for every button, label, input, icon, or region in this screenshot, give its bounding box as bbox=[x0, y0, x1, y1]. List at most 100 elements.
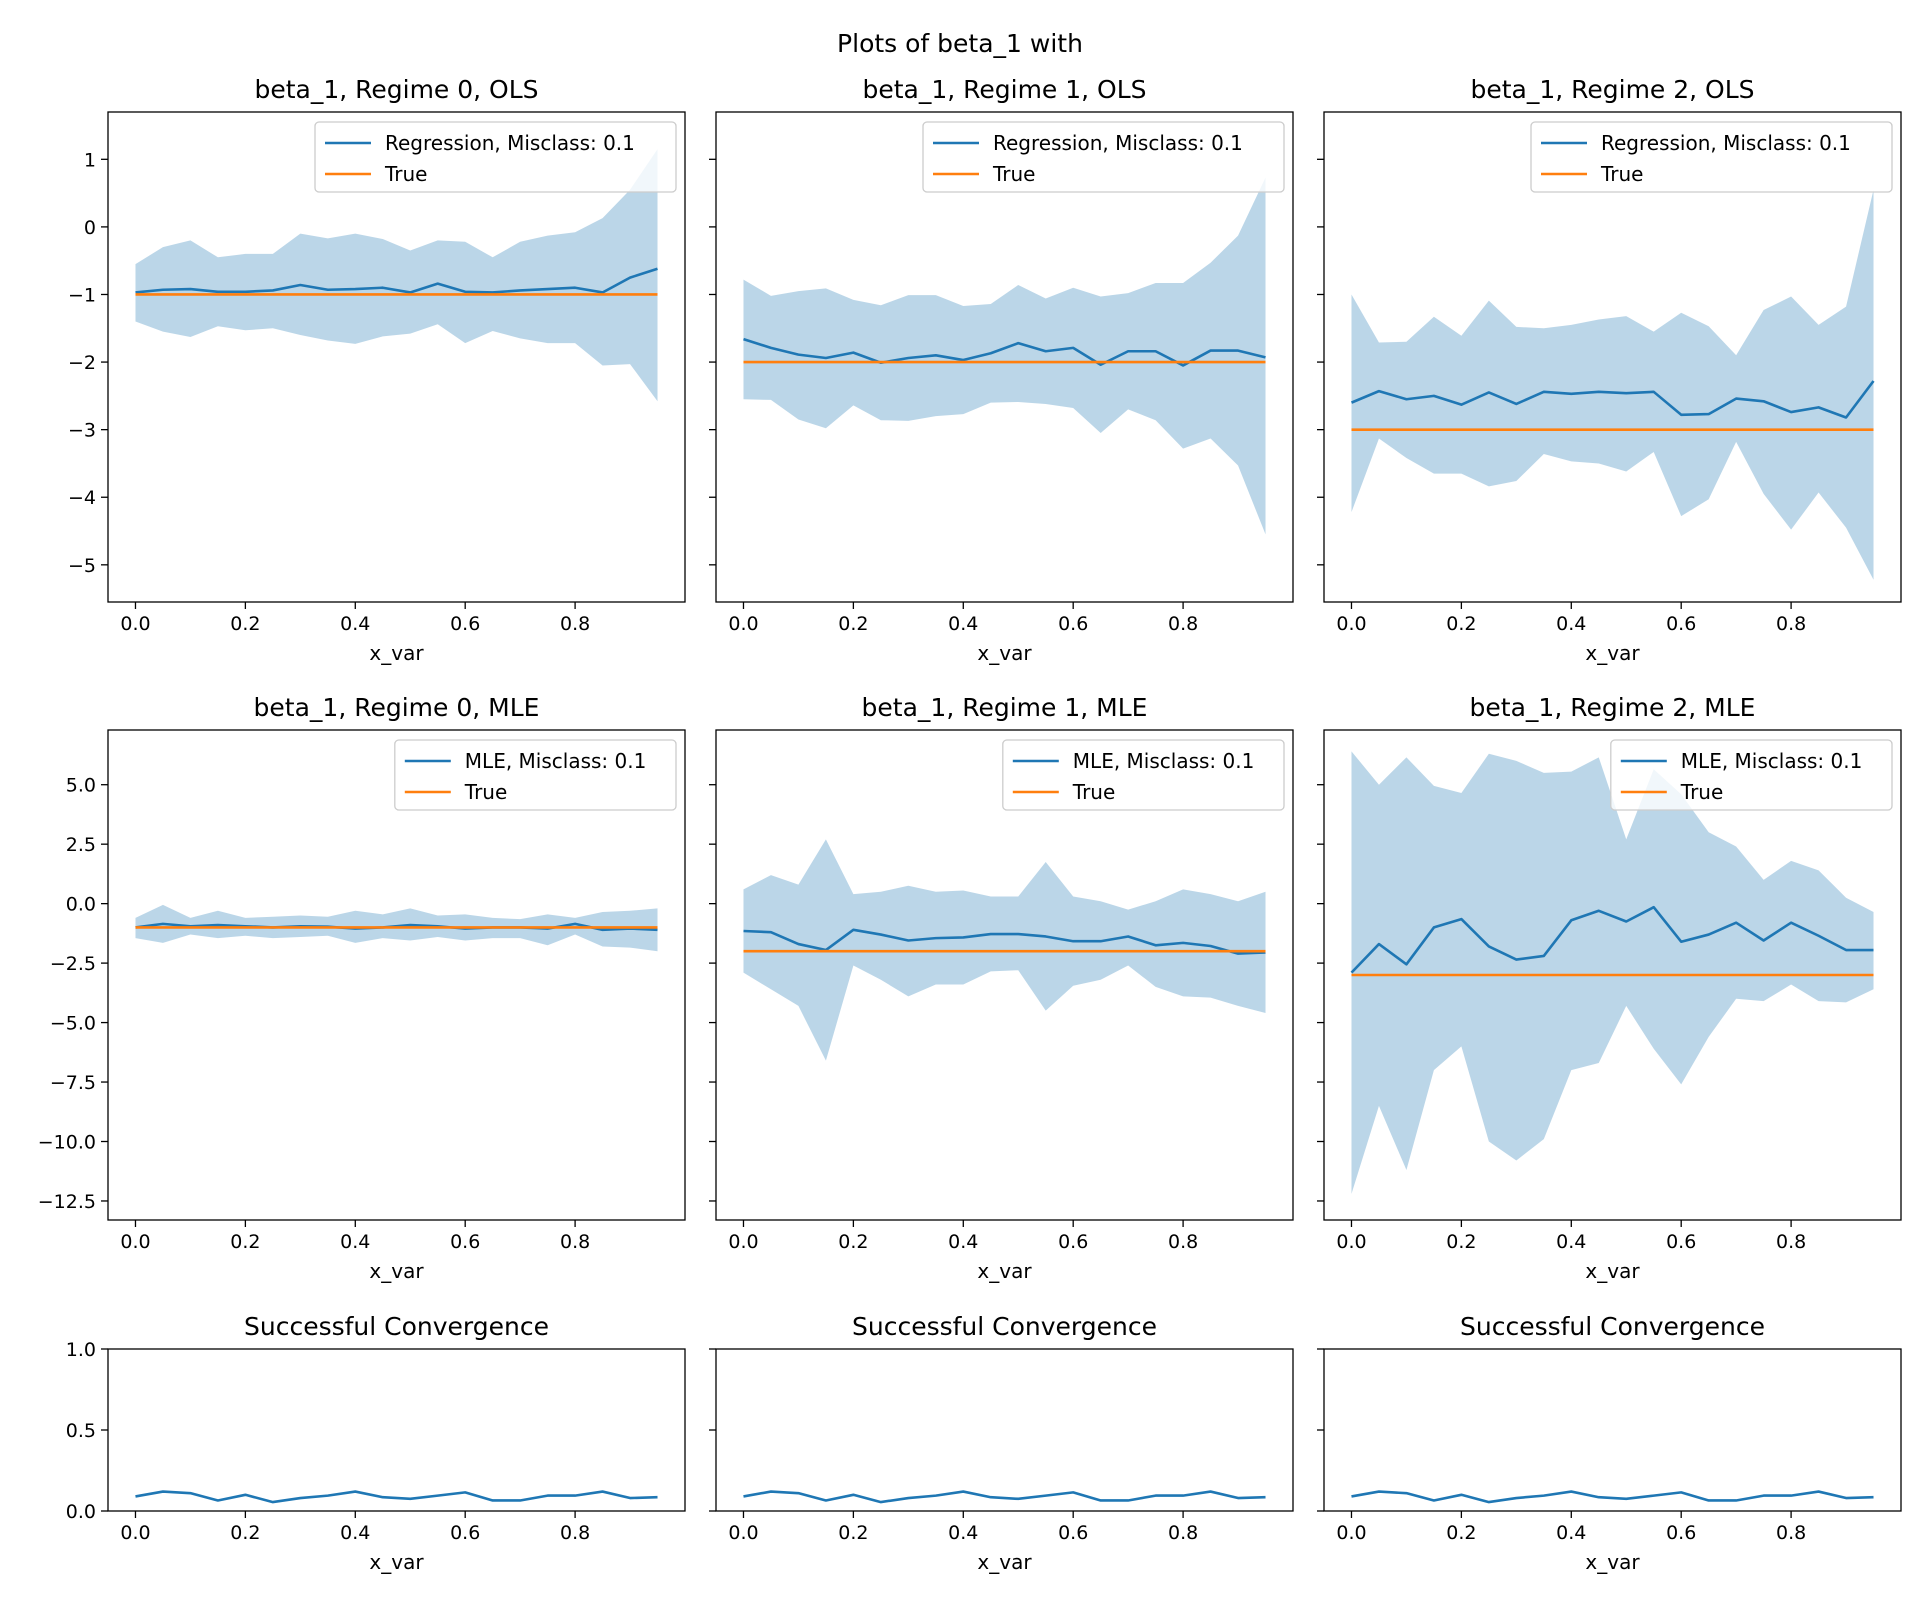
plot-area bbox=[743, 177, 1266, 535]
legend: Regression, Misclass: 0.1 True bbox=[1530, 121, 1893, 193]
legend-label: True bbox=[992, 162, 1035, 186]
estimate-line bbox=[743, 928, 1266, 955]
x-axis-label: x_var bbox=[1585, 641, 1640, 665]
x-tick-label: 0.0 bbox=[1336, 613, 1366, 635]
y-tick-label: 0.5 bbox=[66, 1420, 96, 1442]
x-tick-label: 0.8 bbox=[560, 1231, 590, 1253]
subplot-0-1: beta_1, Regime 1, OLS 0.0 0.2 0.4 0.6 0.8 x_va… bbox=[709, 75, 1294, 665]
x-tick-label: 0.0 bbox=[728, 1522, 758, 1544]
x-tick-label: 0.4 bbox=[1556, 613, 1586, 635]
x-tick-label: 0.2 bbox=[230, 1522, 260, 1544]
plot-area bbox=[135, 149, 658, 402]
x-tick-label: 0.2 bbox=[838, 1231, 868, 1253]
x-tick-label: 0.0 bbox=[1336, 1231, 1366, 1253]
legend-label: Regression, Misclass: 0.1 bbox=[1601, 131, 1851, 155]
legend-box bbox=[394, 739, 677, 811]
x-tick-label: 0.0 bbox=[120, 1231, 150, 1253]
legend-box bbox=[1530, 121, 1893, 193]
y-tick-label: −2.5 bbox=[50, 953, 96, 975]
plot-area bbox=[1350, 751, 1874, 1194]
legend-box bbox=[922, 121, 1285, 193]
x-tick-label: 0.6 bbox=[450, 1522, 480, 1544]
x-tick-label: 0.0 bbox=[728, 613, 758, 635]
x-tick-label: 0.6 bbox=[450, 613, 480, 635]
axes-frame bbox=[1323, 111, 1902, 603]
subplot-0-2: beta_1, Regime 2, OLS 0.0 0.2 0.4 0.6 0.8 x_va… bbox=[1317, 75, 1902, 665]
legend: Regression, Misclass: 0.1 True bbox=[922, 121, 1285, 193]
subplot-title: beta_1, Regime 2, OLS bbox=[1470, 75, 1754, 104]
x-tick-label: 0.6 bbox=[1666, 1231, 1696, 1253]
legend: Regression, Misclass: 0.1 True bbox=[314, 121, 677, 193]
axes-frame bbox=[715, 729, 1294, 1221]
x-tick-label: 0.2 bbox=[230, 613, 260, 635]
x-tick-label: 0.4 bbox=[948, 613, 978, 635]
legend-label: True bbox=[1680, 780, 1723, 804]
legend-label: Regression, Misclass: 0.1 bbox=[993, 131, 1243, 155]
y-tick-label: 2.5 bbox=[66, 834, 96, 856]
y-tick-label: 5.0 bbox=[66, 775, 96, 797]
subplot-grid: beta_1, Regime 0, OLS 0.0 0.2 0.4 0.6 0.8 x_va… bbox=[38, 75, 1902, 1574]
plot-area bbox=[135, 1490, 658, 1504]
subplot-1-0: beta_1, Regime 0, MLE 0.0 0.2 0.4 0.6 0.8 x_va… bbox=[38, 693, 686, 1283]
y-tick-label: −5 bbox=[68, 555, 96, 577]
confidence-band bbox=[1351, 751, 1874, 1194]
legend-label: True bbox=[384, 162, 427, 186]
legend-label: MLE, Misclass: 0.1 bbox=[465, 749, 647, 773]
plot-area bbox=[1350, 189, 1875, 580]
y-tick-label: 0.0 bbox=[66, 1501, 96, 1523]
x-tick-label: 0.4 bbox=[948, 1522, 978, 1544]
legend: MLE, Misclass: 0.1 True bbox=[394, 739, 677, 811]
x-tick-label: 0.0 bbox=[1336, 1522, 1366, 1544]
subplot-0-0: beta_1, Regime 0, OLS 0.0 0.2 0.4 0.6 0.8 x_va… bbox=[68, 75, 686, 665]
legend-label: True bbox=[1072, 780, 1115, 804]
x-axis-label: x_var bbox=[977, 1550, 1032, 1574]
subplot-title: Successful Convergence bbox=[1460, 1312, 1765, 1341]
x-tick-label: 0.4 bbox=[340, 613, 370, 635]
subplot-title: beta_1, Regime 1, OLS bbox=[862, 75, 1146, 104]
x-axis-label: x_var bbox=[369, 1259, 424, 1283]
x-tick-label: 0.8 bbox=[1168, 1231, 1198, 1253]
x-tick-label: 0.6 bbox=[1058, 1231, 1088, 1253]
x-tick-label: 0.6 bbox=[450, 1231, 480, 1253]
confidence-band bbox=[135, 149, 658, 402]
x-tick-label: 0.8 bbox=[1776, 1522, 1806, 1544]
axes-frame bbox=[107, 729, 686, 1221]
axes-frame bbox=[715, 111, 1294, 603]
subplot-title: beta_1, Regime 1, MLE bbox=[862, 693, 1148, 722]
x-tick-label: 0.4 bbox=[340, 1522, 370, 1544]
x-tick-label: 0.0 bbox=[728, 1231, 758, 1253]
y-tick-label: −1 bbox=[68, 284, 96, 306]
legend-box bbox=[1610, 739, 1893, 811]
x-tick-label: 0.0 bbox=[120, 1522, 150, 1544]
x-axis-label: x_var bbox=[369, 641, 424, 665]
estimate-line bbox=[135, 1490, 658, 1504]
subplot-1-2: beta_1, Regime 2, MLE 0.0 0.2 0.4 0.6 0.8 x_va… bbox=[1317, 693, 1902, 1283]
x-axis-label: x_var bbox=[1585, 1259, 1640, 1283]
plot-area bbox=[743, 1490, 1266, 1504]
subplot-2-0: Successful Convergence 0.0 0.2 0.4 0.6 0.8 x_v… bbox=[66, 1312, 686, 1574]
estimate-line bbox=[743, 1490, 1266, 1504]
legend-label: True bbox=[1600, 162, 1643, 186]
legend-label: MLE, Misclass: 0.1 bbox=[1073, 749, 1255, 773]
subplot-title: beta_1, Regime 0, MLE bbox=[254, 693, 540, 722]
legend-box bbox=[314, 121, 677, 193]
y-tick-label: 0.0 bbox=[66, 894, 96, 916]
x-tick-label: 0.2 bbox=[1446, 1522, 1476, 1544]
axes-frame bbox=[107, 111, 686, 603]
x-tick-label: 0.6 bbox=[1666, 613, 1696, 635]
plot-area bbox=[135, 904, 658, 952]
x-tick-label: 0.4 bbox=[948, 1231, 978, 1253]
x-tick-label: 0.8 bbox=[1168, 1522, 1198, 1544]
plot-area bbox=[1351, 1490, 1874, 1504]
subplot-2-2: Successful Convergence 0.0 0.2 0.4 0.6 0.8 x_v… bbox=[1317, 1312, 1902, 1574]
plot-area bbox=[743, 839, 1266, 1061]
x-tick-label: 0.6 bbox=[1666, 1522, 1696, 1544]
x-tick-label: 0.8 bbox=[560, 1522, 590, 1544]
y-tick-label: −7.5 bbox=[50, 1072, 96, 1094]
x-tick-label: 0.8 bbox=[560, 613, 590, 635]
legend-label: Regression, Misclass: 0.1 bbox=[385, 131, 635, 155]
x-axis-label: x_var bbox=[369, 1550, 424, 1574]
subplot-title: Successful Convergence bbox=[244, 1312, 549, 1341]
figure-suptitle: Plots of beta_1 with bbox=[837, 29, 1083, 58]
